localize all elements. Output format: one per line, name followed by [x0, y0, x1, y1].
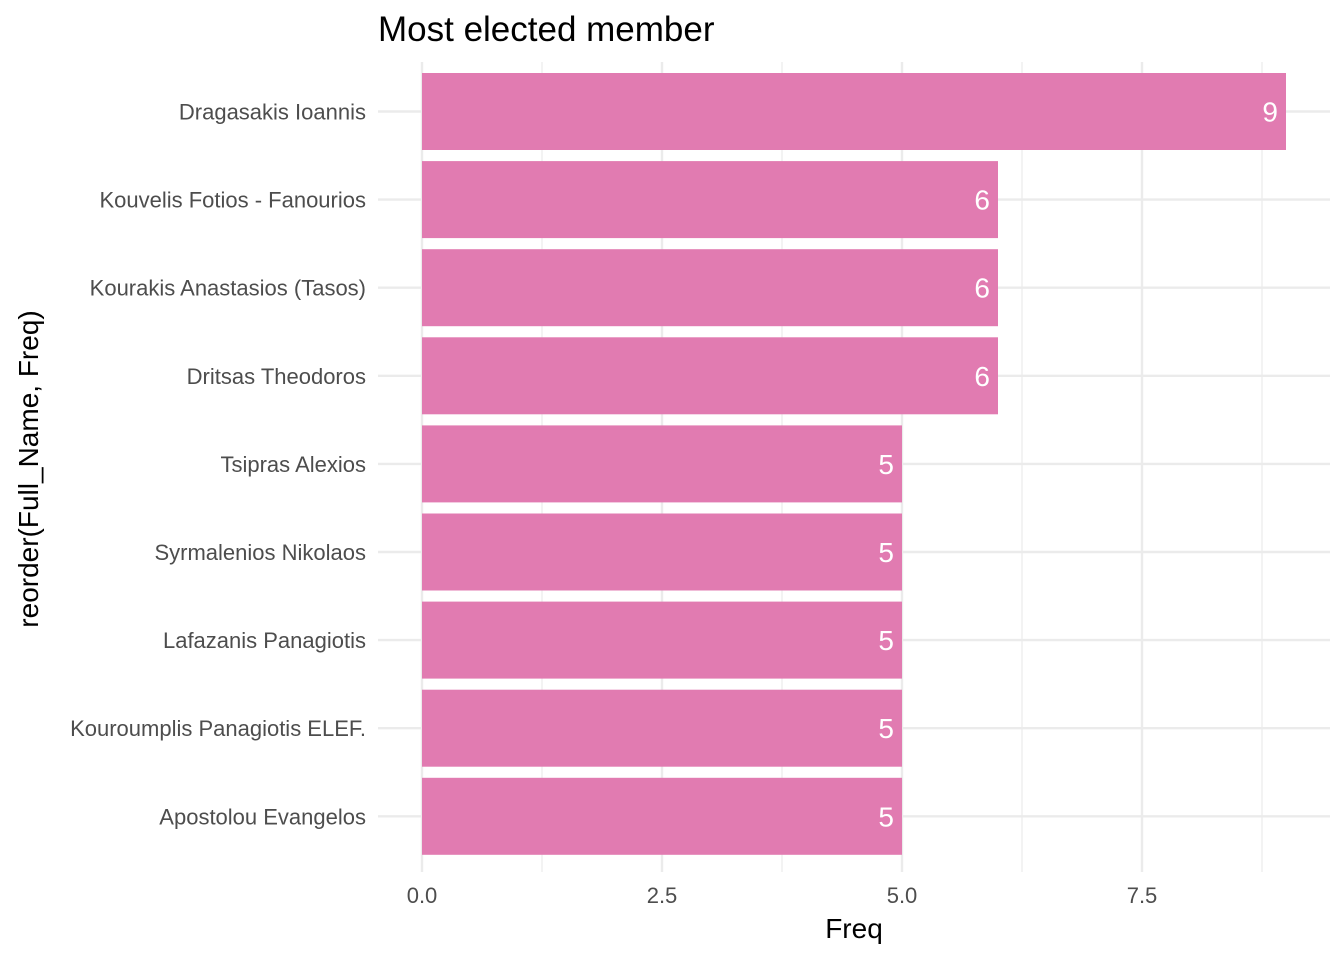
bar: [422, 73, 1286, 150]
bar-value-label: 9: [1262, 97, 1278, 128]
y-tick-label: Dragasakis Ioannis: [179, 100, 366, 125]
y-tick-label: Lafazanis Panagiotis: [163, 628, 366, 653]
bar: [422, 337, 998, 415]
y-tick-labels: Dragasakis Ioannis Kouvelis Fotios - Fano…: [70, 100, 366, 830]
y-tick-label: Kouroumplis Panagiotis ELEF.: [70, 716, 366, 741]
bar-value-label: 5: [878, 801, 894, 832]
bar: [422, 249, 998, 327]
bar: [422, 777, 902, 855]
y-tick-label: Kouvelis Fotios - Fanourios: [99, 188, 366, 213]
y-tick-label: Dritsas Theodoros: [187, 364, 366, 389]
bar: [422, 513, 902, 591]
bar: [422, 601, 902, 679]
bar: [422, 161, 998, 239]
x-axis-title: Freq: [825, 913, 883, 944]
x-tick-label: 2.5: [647, 883, 678, 908]
bar-value-label: 6: [974, 361, 990, 392]
data-labels: 9 6 6 6 5 5 5 5 5: [878, 97, 1278, 833]
x-tick-labels: 0.0 2.5 5.0 7.5: [407, 883, 1158, 908]
bar-value-label: 6: [974, 273, 990, 304]
y-axis-title: reorder(Full_Name, Freq): [13, 310, 44, 627]
y-tick-label: Apostolou Evangelos: [159, 804, 366, 829]
x-tick-label: 7.5: [1127, 883, 1158, 908]
bars: [422, 73, 1286, 855]
bar: [422, 425, 902, 503]
bar-value-label: 5: [878, 625, 894, 656]
bar-value-label: 5: [878, 713, 894, 744]
chart-title: Most elected member: [378, 10, 715, 49]
y-tick-label: Tsipras Alexios: [220, 452, 366, 477]
x-tick-label: 0.0: [407, 883, 438, 908]
y-tick-label: Syrmalenios Nikolaos: [154, 540, 366, 565]
bar-value-label: 5: [878, 449, 894, 480]
bar-value-label: 5: [878, 537, 894, 568]
y-tick-label: Kourakis Anastasios (Tasos): [90, 276, 366, 301]
bar-value-label: 6: [974, 185, 990, 216]
bar: [422, 689, 902, 767]
x-tick-label: 5.0: [887, 883, 918, 908]
